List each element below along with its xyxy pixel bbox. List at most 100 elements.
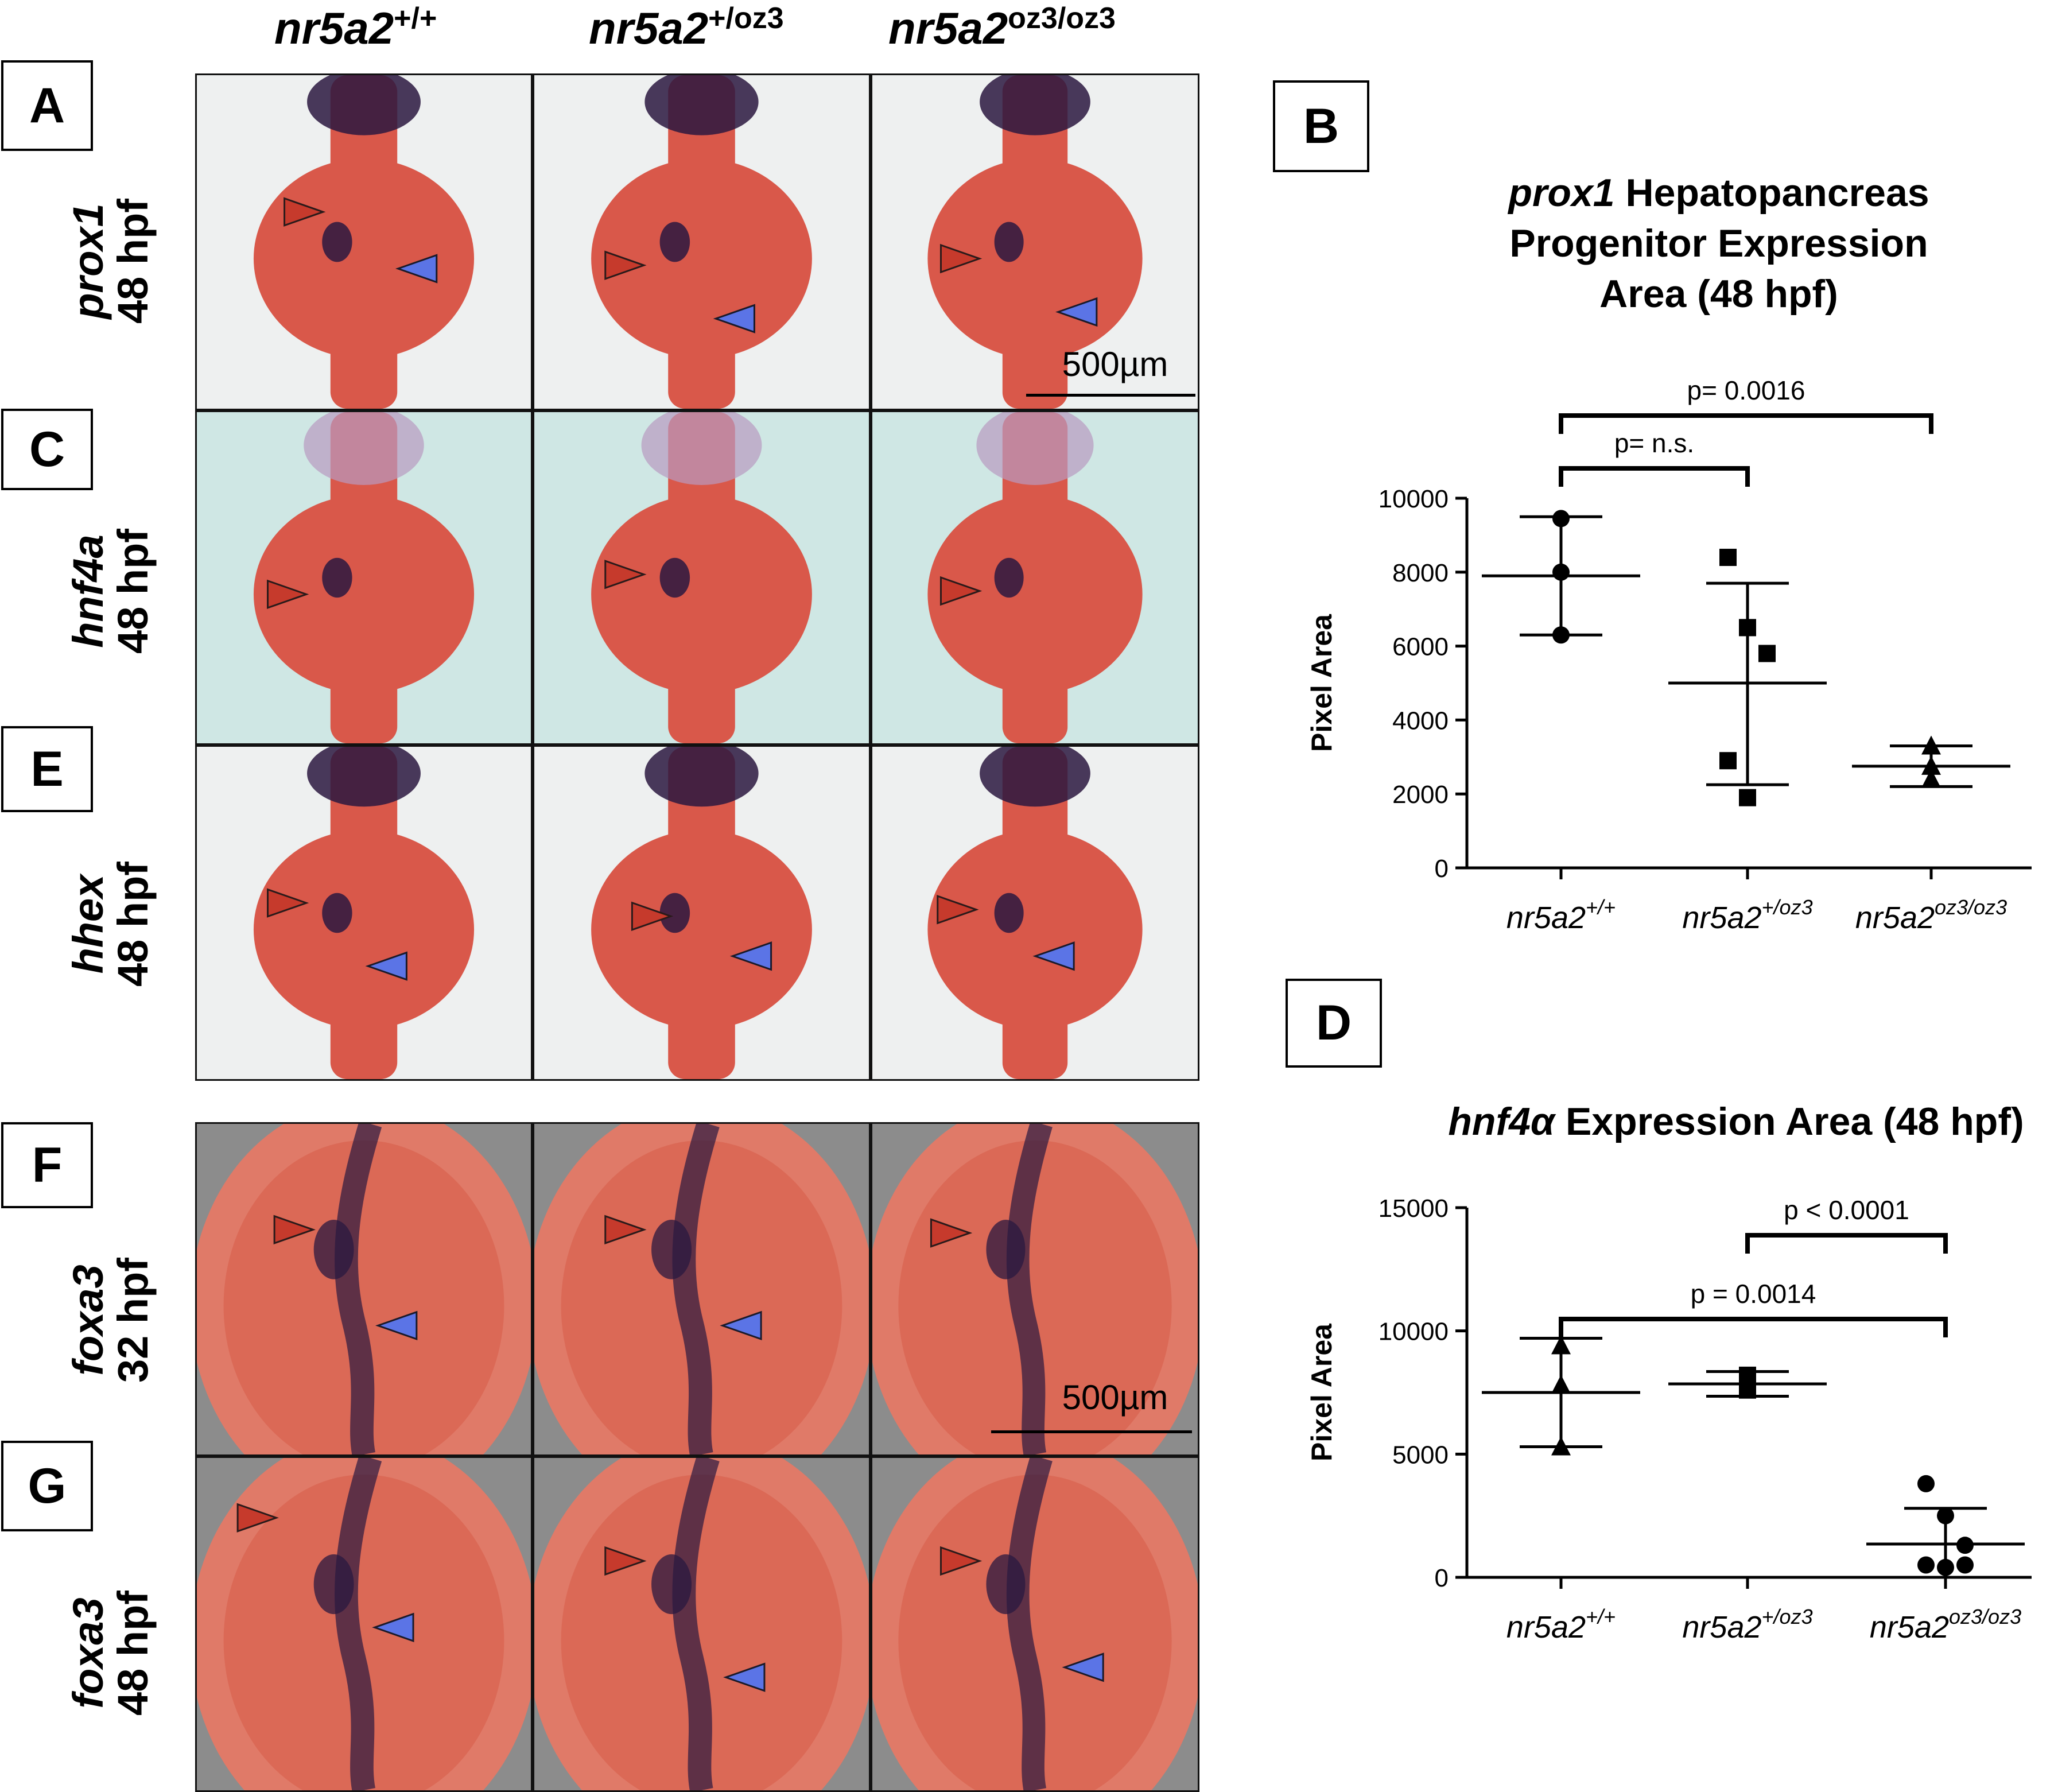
x-tick-label: nr5a2oz3/oz3 <box>1855 895 2007 935</box>
micrograph-r5-c3 <box>871 1456 1199 1792</box>
red-arrowhead <box>939 243 983 274</box>
y-tick-label: 6000 <box>1392 633 1449 661</box>
blue-arrowhead <box>720 1310 762 1341</box>
head-stain <box>307 75 421 135</box>
yolk-core <box>223 1140 504 1454</box>
head-faint <box>304 412 424 485</box>
data-point <box>1551 1436 1571 1456</box>
column-header-heterozygous: nr5a2+/oz3 <box>589 2 784 53</box>
micrograph-r2-c3 <box>871 410 1199 745</box>
red-arrowhead <box>284 197 326 227</box>
data-point <box>1921 755 1941 775</box>
data-point <box>1937 1507 1954 1525</box>
chart-d: 0 5000 10000 15000 Pixel Area nr5a2+/+ nr5a2+/… <box>1286 1159 2058 1768</box>
x-tick-label: nr5a2oz3/oz3 <box>1870 1605 2021 1644</box>
body-axis <box>330 747 398 1079</box>
body-axis <box>668 747 735 1079</box>
y-tick-label: 4000 <box>1392 707 1449 735</box>
data-point <box>1956 1556 1974 1574</box>
scalebar-label-a: 500µm <box>1062 345 1168 383</box>
y-tick-label: 0 <box>1435 855 1449 883</box>
yolk-core <box>561 1140 842 1454</box>
head-stain <box>307 747 421 807</box>
comparison-bracket <box>1559 466 1750 487</box>
micrograph-r3-c3 <box>871 745 1199 1081</box>
red-arrowhead <box>236 1503 279 1533</box>
chart-d-title: hnf4α Expression Area (48 hpf) <box>1448 1100 2024 1143</box>
embryo-image <box>197 1458 531 1790</box>
micrograph-r3-c2 <box>533 745 871 1081</box>
gut-stain <box>672 1124 720 1454</box>
data-point <box>1921 735 1941 755</box>
liver-stain <box>994 557 1024 598</box>
liver-stain <box>322 557 352 598</box>
blue-arrowhead <box>375 1310 418 1341</box>
blue-arrowhead <box>729 941 772 971</box>
liver-stain <box>322 893 352 933</box>
micrograph-r5-c2 <box>533 1456 871 1792</box>
micrograph-r4-c2 <box>533 1122 871 1456</box>
y-tick-label: 10000 <box>1379 1318 1449 1346</box>
head-stain <box>644 747 759 807</box>
red-arrowhead <box>939 1546 983 1576</box>
blue-arrowhead <box>1055 297 1098 327</box>
embryo-image <box>534 412 869 743</box>
body-axis <box>330 412 398 743</box>
embryo-image <box>872 747 1198 1079</box>
gut-stain <box>1006 1458 1053 1790</box>
head-stain <box>644 75 759 135</box>
yolk-core <box>898 1475 1172 1790</box>
data-point <box>1917 1475 1935 1492</box>
red-arrowhead <box>604 250 647 280</box>
panel-label-e: E <box>1 726 93 812</box>
liver-stain <box>313 1554 354 1615</box>
row-label-foxa3-48: foxa3 48 hpf <box>64 1591 157 1716</box>
head-stain <box>980 75 1090 135</box>
gut-stain <box>334 1458 382 1790</box>
embryo-image <box>872 1458 1198 1790</box>
liver-stain <box>986 1554 1026 1615</box>
micrograph-r3-c1 <box>195 745 533 1081</box>
data-point <box>1552 510 1570 527</box>
comparison-bracket <box>1559 1317 1948 1337</box>
micrograph-r1-c2 <box>533 73 871 410</box>
body-axis <box>1002 412 1068 743</box>
liver-stain <box>322 222 352 262</box>
micrograph-r1-c1 <box>195 73 533 410</box>
liver-stain <box>651 1554 692 1615</box>
liver-stain <box>659 893 690 933</box>
panel-label-f: F <box>1 1122 93 1208</box>
red-arrowhead <box>604 560 647 589</box>
data-point <box>1551 1375 1571 1394</box>
row-label-foxa3-32: foxa3 32 hpf <box>64 1258 157 1383</box>
chart-b-svg: 0 2000 4000 6000 8000 10000 Pixel Area nr5a2+/+… <box>1306 375 2032 935</box>
liver-stain <box>659 557 690 598</box>
panel-label-b: B <box>1273 80 1369 172</box>
head-faint <box>976 412 1094 485</box>
comparison-bracket <box>1745 1233 1948 1254</box>
y-tick-label: 15000 <box>1379 1194 1449 1223</box>
blue-arrowhead <box>372 1612 414 1642</box>
micrograph-r5-c1 <box>195 1456 533 1792</box>
red-arrowhead <box>937 895 979 925</box>
data-point <box>1739 1381 1756 1399</box>
body-axis <box>1002 75 1068 409</box>
y-axis-label: Pixel Area <box>1306 614 1338 752</box>
embryo-image <box>534 747 869 1079</box>
y-tick-label: 0 <box>1435 1564 1449 1592</box>
micrograph-r2-c1 <box>195 410 533 745</box>
micrograph-r4-c3 <box>871 1122 1199 1456</box>
micrograph-r1-c3 <box>871 73 1199 410</box>
blue-arrowhead <box>1062 1653 1104 1682</box>
comparison-bracket <box>1559 413 1933 434</box>
red-arrowhead <box>604 1546 647 1576</box>
red-arrowhead <box>267 888 309 918</box>
y-tick-label: 2000 <box>1392 781 1449 809</box>
embryo-image <box>872 412 1198 743</box>
liver-stain <box>651 1220 692 1279</box>
gut-stain <box>672 1458 720 1790</box>
row-label-prox1: prox1 48 hpf <box>64 199 157 324</box>
yolk-core <box>561 1475 842 1790</box>
scalebar-f <box>991 1430 1192 1433</box>
row-label-hhex: hhex 48 hpf <box>64 862 157 987</box>
